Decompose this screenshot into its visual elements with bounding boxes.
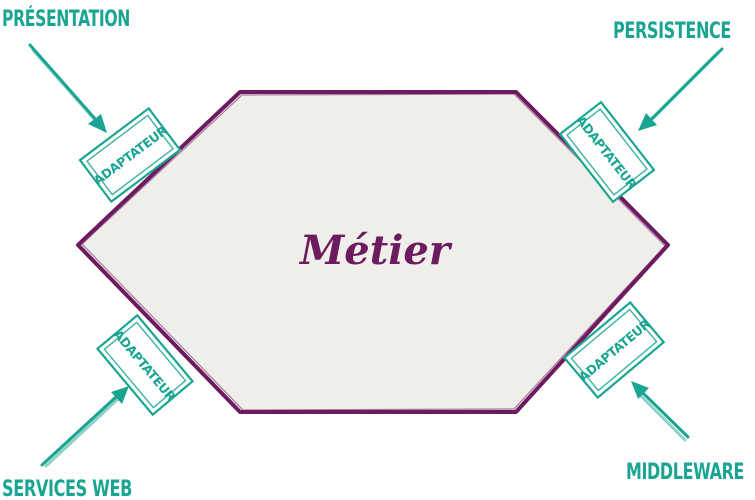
core-label: Métier	[298, 227, 453, 274]
label-services-web: SERVICES WEB	[2, 477, 132, 500]
arrow-presentation	[28, 43, 107, 133]
label-presentation: PRÉSENTATION	[2, 6, 130, 32]
core-hexagon: Métier	[76, 90, 670, 414]
label-middleware: MIDDLEWARE	[626, 460, 744, 485]
arrow-services-web	[40, 386, 129, 468]
arrow-middleware	[631, 381, 690, 442]
arrow-persistence	[638, 47, 724, 131]
label-persistence: PERSISTENCE	[613, 19, 731, 44]
